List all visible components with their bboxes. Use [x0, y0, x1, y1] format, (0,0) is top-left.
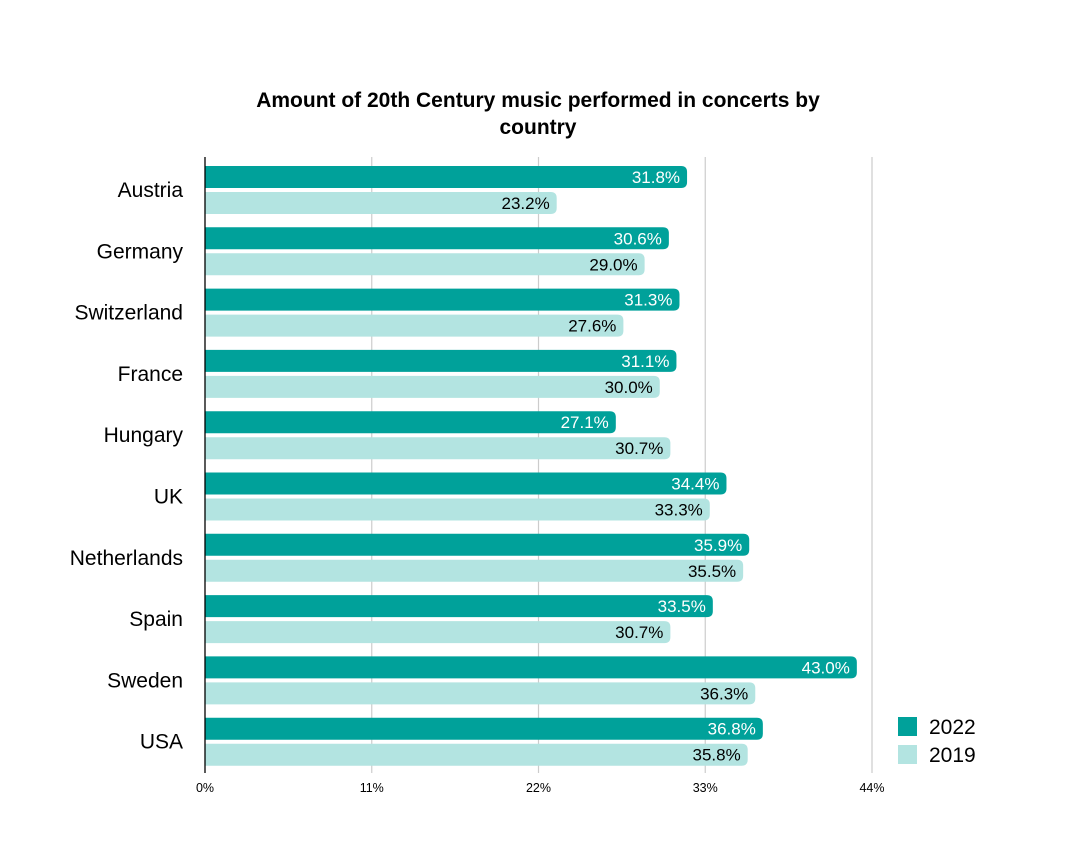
category-label: Germany [97, 240, 184, 263]
data-label: 31.8% [632, 168, 680, 187]
data-label: 35.5% [688, 562, 736, 581]
category-label: USA [140, 731, 183, 754]
bars: 31.8% 23.2% 30.6% 29.0% 31.3% 27.6% 31.1% 30.0%… [205, 166, 857, 766]
legend: 2022 2019 [898, 716, 976, 767]
x-tick-label: 22% [526, 781, 551, 795]
data-label: 23.2% [501, 194, 549, 213]
data-label: 29.0% [589, 255, 637, 274]
data-label: 43.0% [802, 658, 850, 677]
bar-2019-netherlands [205, 559, 744, 582]
bar-2019-france [205, 375, 660, 398]
data-label: 30.7% [615, 623, 663, 642]
bar-2022-uk [205, 472, 727, 495]
bar-2019-usa [205, 743, 748, 766]
bar-2022-sweden [205, 656, 857, 679]
bar-2022-netherlands [205, 533, 750, 556]
bar-2019-germany [205, 253, 645, 276]
category-label: Spain [129, 608, 183, 631]
data-label: 33.3% [655, 501, 703, 520]
data-label: 34.4% [671, 475, 719, 494]
category-label: Hungary [104, 424, 184, 447]
data-label: 31.3% [624, 291, 672, 310]
category-label: Switzerland [74, 302, 183, 325]
category-label: Sweden [107, 669, 183, 692]
legend-swatch-2022 [898, 717, 917, 736]
x-tick-label: 11% [360, 781, 384, 795]
x-tick-label: 0% [196, 781, 214, 795]
bar-2022-usa [205, 717, 763, 740]
data-label: 27.6% [568, 317, 616, 336]
data-label: 30.0% [605, 378, 653, 397]
x-tick-label: 44% [859, 781, 884, 795]
data-label: 30.7% [615, 439, 663, 458]
category-label: UK [154, 486, 183, 509]
bar-2019-sweden [205, 682, 756, 705]
data-label: 33.5% [658, 597, 706, 616]
legend-label-2022: 2022 [929, 716, 976, 739]
bar-2022-spain [205, 595, 713, 618]
x-tick-labels: 0% 11% 22% 33% 44% [196, 781, 885, 795]
data-label: 36.3% [700, 684, 748, 703]
bar-2019-switzerland [205, 314, 624, 337]
bar-2019-austria [205, 192, 557, 214]
data-label: 27.1% [561, 413, 609, 432]
data-label: 36.8% [708, 720, 756, 739]
bar-2019-uk [205, 498, 710, 521]
data-label: 30.6% [614, 229, 662, 248]
bar-2022-france [205, 349, 677, 372]
bar-2022-germany [205, 227, 669, 250]
chart-title: Amount of 20th Century music performed i… [256, 89, 820, 139]
chart-title-line-2: country [499, 116, 576, 139]
data-label: 31.1% [621, 352, 669, 371]
x-tick-label: 33% [693, 781, 718, 795]
gridlines [371, 157, 873, 773]
category-label: France [118, 363, 183, 386]
chart-title-line-1: Amount of 20th Century music performed i… [256, 89, 820, 112]
legend-label-2019: 2019 [929, 744, 976, 767]
data-label: 35.8% [692, 746, 740, 765]
category-label: Austria [118, 179, 184, 202]
legend-swatch-2019 [898, 745, 917, 764]
bar-2019-spain [205, 621, 671, 644]
bar-2019-hungary [205, 437, 671, 460]
bar-2022-austria [205, 166, 688, 188]
data-label: 35.9% [694, 536, 742, 555]
bar-2022-switzerland [205, 288, 680, 311]
bar-2022-hungary [205, 411, 616, 434]
category-labels: Austria Germany Switzerland France Hungary UK… [70, 179, 184, 754]
category-label: Netherlands [70, 547, 183, 570]
